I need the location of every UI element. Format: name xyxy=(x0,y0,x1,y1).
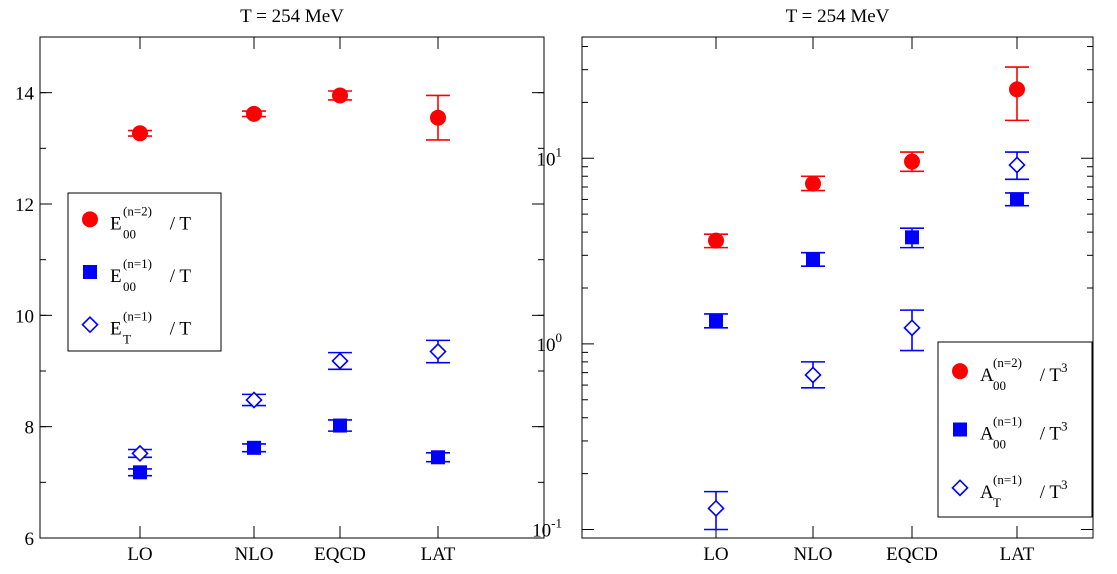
legend-label: A(n=1) T / T3 xyxy=(980,472,1068,510)
marker xyxy=(133,465,147,480)
y-tick-label: 10-1 xyxy=(532,516,562,542)
legend-marker xyxy=(81,316,99,334)
y-tick-label: 12 xyxy=(15,195,34,216)
legend-marker xyxy=(83,265,97,279)
marker xyxy=(806,252,820,267)
legend-marker xyxy=(82,211,98,228)
legend-entry: A(n=2) 00 / T3 xyxy=(952,355,1068,393)
marker xyxy=(245,391,263,409)
legend-entry: A(n=1) T / T3 xyxy=(951,472,1068,510)
legend: A(n=2) 00 / T3 A(n=1) 00 / T3 A(n=1) T / T3 xyxy=(937,341,1093,518)
x-tick-label: EQCD xyxy=(314,544,366,565)
data-point xyxy=(426,450,450,465)
marker xyxy=(132,125,148,142)
marker xyxy=(903,319,921,337)
right-panel: T = 254 MeV 10-1 100 101 LO NLO EQCD LAT A(n=2) 0… xyxy=(532,6,1094,565)
marker xyxy=(904,153,920,170)
data-point xyxy=(801,361,825,389)
data-point xyxy=(704,490,728,531)
data-point xyxy=(900,227,924,249)
left-panel: T = 254 MeV 6 8 10 12 14 LO NLO EQCD LAT E(n=2) 00 … xyxy=(15,6,545,565)
data-point xyxy=(128,444,152,463)
y-tick-label: 8 xyxy=(25,418,35,439)
marker xyxy=(1008,156,1026,174)
legend-entry: E(n=1) T / T xyxy=(81,309,191,347)
marker xyxy=(431,450,445,465)
y-tick-label: 101 xyxy=(537,144,563,170)
marker xyxy=(804,366,822,384)
x-tick-label: NLO xyxy=(793,544,832,565)
data-point xyxy=(801,251,825,268)
x-tick-label: LAT xyxy=(421,544,456,565)
data-point xyxy=(426,339,450,364)
data-point xyxy=(801,175,825,192)
marker xyxy=(430,109,446,126)
legend-entry: E(n=1) 00 / T xyxy=(83,256,191,294)
legend-label: E(n=1) 00 / T xyxy=(110,256,191,294)
marker xyxy=(707,499,725,517)
data-point xyxy=(242,440,266,455)
data-point xyxy=(1005,192,1029,207)
y-tick-label: 6 xyxy=(25,529,35,550)
y-tick-label: 14 xyxy=(15,84,35,105)
x-tick-label: LO xyxy=(127,544,152,565)
marker xyxy=(708,232,724,249)
data-point xyxy=(128,125,152,142)
data-point xyxy=(328,87,352,104)
legend-marker xyxy=(951,479,969,497)
marker xyxy=(1010,192,1024,207)
data-point xyxy=(128,465,152,480)
marker xyxy=(131,444,149,463)
legend-entry: E(n=2) 00 / T xyxy=(82,203,191,241)
marker xyxy=(331,352,349,370)
data-point xyxy=(328,418,352,433)
legend: E(n=2) 00 / T E(n=1) 00 / T E(n=1) T / T xyxy=(67,192,222,352)
legend-label: E(n=1) T / T xyxy=(110,309,191,347)
data-point xyxy=(900,151,924,173)
plot-frame xyxy=(581,36,1094,539)
marker xyxy=(246,105,262,122)
data-point xyxy=(704,232,728,249)
legend-label: A(n=1) 00 / T3 xyxy=(980,414,1068,452)
marker xyxy=(805,175,821,192)
data-point xyxy=(704,313,728,329)
plot-frame xyxy=(39,36,545,539)
legend-entry: A(n=1) 00 / T3 xyxy=(953,414,1068,452)
legend-marker xyxy=(953,422,967,437)
legend-label: E(n=2) 00 / T xyxy=(110,203,191,241)
data-point xyxy=(242,391,266,409)
marker xyxy=(709,313,723,328)
data-point xyxy=(900,309,924,352)
marker xyxy=(247,440,261,455)
data-point xyxy=(426,94,450,141)
data-point xyxy=(1005,151,1029,181)
x-tick-label: LAT xyxy=(1000,544,1035,565)
x-tick-label: LO xyxy=(703,544,728,565)
chart-title: T = 254 MeV xyxy=(786,6,890,27)
x-tick-label: NLO xyxy=(234,544,273,565)
data-point xyxy=(1005,66,1029,122)
marker xyxy=(332,87,348,104)
legend-label: A(n=2) 00 / T3 xyxy=(980,355,1068,393)
chart-title: T = 254 MeV xyxy=(240,6,344,27)
x-tick-label: EQCD xyxy=(886,544,938,565)
data-point xyxy=(328,351,352,371)
y-tick-label: 10 xyxy=(15,306,34,327)
legend-marker xyxy=(952,363,968,380)
marker xyxy=(905,230,919,245)
data-point xyxy=(242,105,266,122)
marker xyxy=(1009,81,1025,98)
marker xyxy=(333,418,347,433)
marker xyxy=(429,342,447,361)
y-tick-label: 100 xyxy=(537,330,563,356)
